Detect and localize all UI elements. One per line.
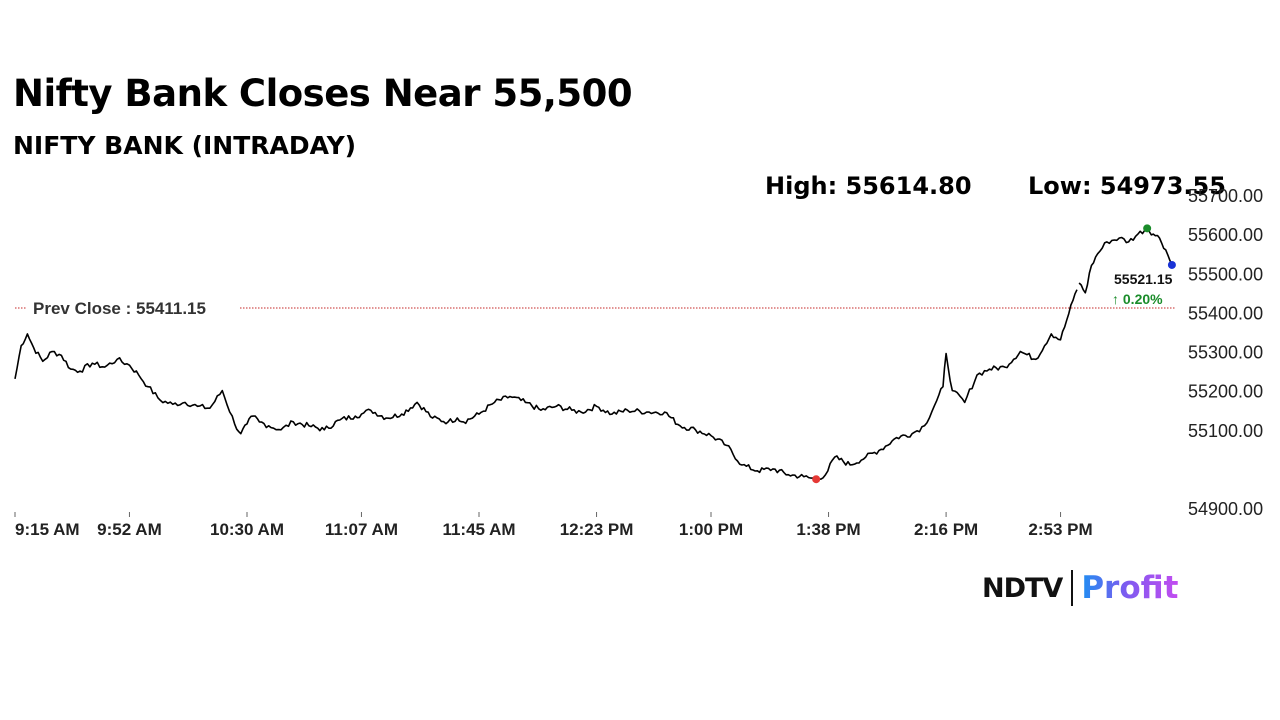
page-title: Nifty Bank Closes Near 55,500 <box>13 72 633 115</box>
x-tick-label-7: 1:38 PM <box>796 520 860 539</box>
low-marker <box>812 475 821 484</box>
y-tick-label-0: 55700.00 <box>1188 186 1263 206</box>
ndtv-profit-logo: NDTV Profit <box>982 568 1178 608</box>
y-tick-label-1: 55600.00 <box>1188 225 1263 245</box>
high-marker <box>1143 224 1152 233</box>
x-tick-label-0: 9:15 AM <box>15 520 80 539</box>
last-price-marker <box>1167 260 1176 269</box>
low-stat: Low: 54973.55 <box>1028 172 1226 200</box>
y-tick-label-7: 54900.00 <box>1188 499 1263 519</box>
x-tick-label-6: 1:00 PM <box>679 520 743 539</box>
x-tick-label-1: 9:52 AM <box>97 520 162 539</box>
y-tick-label-6: 55100.00 <box>1188 421 1263 441</box>
change-percent-label: ↑ 0.20% <box>1112 291 1163 307</box>
y-tick-label-3: 55400.00 <box>1188 303 1263 323</box>
y-tick-label-2: 55500.00 <box>1188 264 1263 284</box>
x-tick-label-4: 11:45 AM <box>442 520 515 539</box>
x-tick-label-3: 11:07 AM <box>325 520 398 539</box>
x-tick-label-8: 2:16 PM <box>914 520 978 539</box>
prev-close-label: Prev Close : 55411.15 <box>33 299 206 318</box>
high-stat: High: 55614.80 <box>765 172 972 200</box>
x-tick-label-2: 10:30 AM <box>210 520 284 539</box>
logo-profit-text: Profit <box>1081 570 1179 606</box>
last-price-label: 55521.15 <box>1114 271 1173 287</box>
y-tick-label-5: 55200.00 <box>1188 382 1263 402</box>
logo-divider <box>1071 570 1074 606</box>
chart-subtitle: NIFTY BANK (INTRADAY) <box>13 131 357 160</box>
x-tick-label-5: 12:23 PM <box>560 520 634 539</box>
x-tick-label-9: 2:53 PM <box>1028 520 1092 539</box>
logo-ndtv-text: NDTV <box>982 572 1063 604</box>
y-tick-label-4: 55300.00 <box>1188 343 1263 363</box>
price-line-segment-1 <box>14 289 1078 481</box>
price-line-segment-2 <box>1078 227 1173 294</box>
